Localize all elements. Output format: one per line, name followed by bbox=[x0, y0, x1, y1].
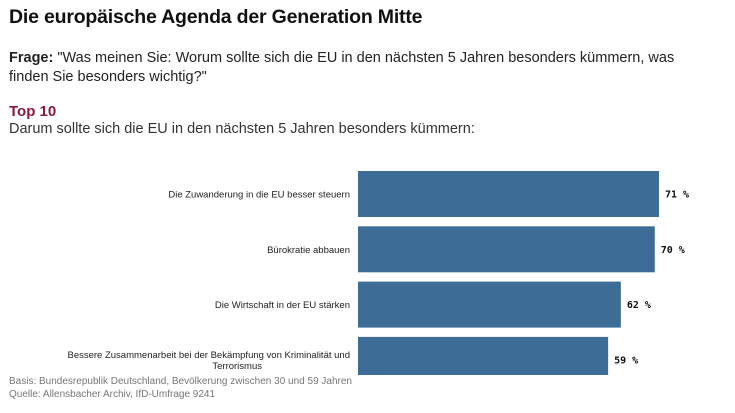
value-label-3: 62 % bbox=[627, 300, 651, 311]
bar-chart: 71 % Die Zuwanderung in die EU besser ste… bbox=[0, 160, 735, 375]
question-label: Frage: bbox=[9, 50, 54, 66]
question-text: Frage: "Was meinen Sie: Worum sollte sic… bbox=[9, 49, 709, 87]
bar-chart-svg: 71 % Die Zuwanderung in die EU besser ste… bbox=[67, 171, 689, 375]
subhead-top10: Top 10 bbox=[9, 103, 57, 120]
category-label-1: Die Zuwanderung in die EU besser steuern bbox=[168, 190, 350, 201]
bar-4 bbox=[358, 336, 609, 375]
category-label-4: Bessere Zusammenarbeit bei der Bekämpfun… bbox=[67, 350, 350, 372]
footer: Basis: Bundesrepublik Deutschland, Bevöl… bbox=[9, 375, 352, 401]
bar-1 bbox=[358, 171, 659, 217]
category-label-1-line-1: Die Zuwanderung in die EU besser steuern bbox=[168, 190, 350, 201]
bar-3 bbox=[358, 281, 621, 328]
chart-subtitle: Darum sollte sich die EU in den nächsten… bbox=[9, 121, 475, 137]
chart-title: Die europäische Agenda der Generation Mi… bbox=[9, 6, 423, 28]
category-label-2-line-1: Bürokratie abbauen bbox=[267, 245, 350, 256]
category-label-3: Die Wirtschaft in der EU stärken bbox=[215, 300, 350, 311]
bar-2 bbox=[358, 226, 655, 273]
question-body: "Was meinen Sie: Worum sollte sich die E… bbox=[9, 50, 675, 85]
category-label-4-line-1: Bessere Zusammenarbeit bei der Bekämpfun… bbox=[67, 350, 350, 361]
value-label-4: 59 % bbox=[614, 355, 638, 366]
footer-basis: Basis: Bundesrepublik Deutschland, Bevöl… bbox=[9, 376, 352, 387]
footer-source: Quelle: Allensbacher Archiv, IfD-Umfrage… bbox=[9, 389, 216, 400]
category-label-4-line-2: Terrorismus bbox=[212, 361, 262, 372]
value-label-1: 71 % bbox=[665, 190, 689, 201]
category-label-2: Bürokratie abbauen bbox=[267, 245, 350, 256]
category-label-3-line-1: Die Wirtschaft in der EU stärken bbox=[215, 300, 350, 311]
value-label-2: 70 % bbox=[661, 245, 685, 256]
